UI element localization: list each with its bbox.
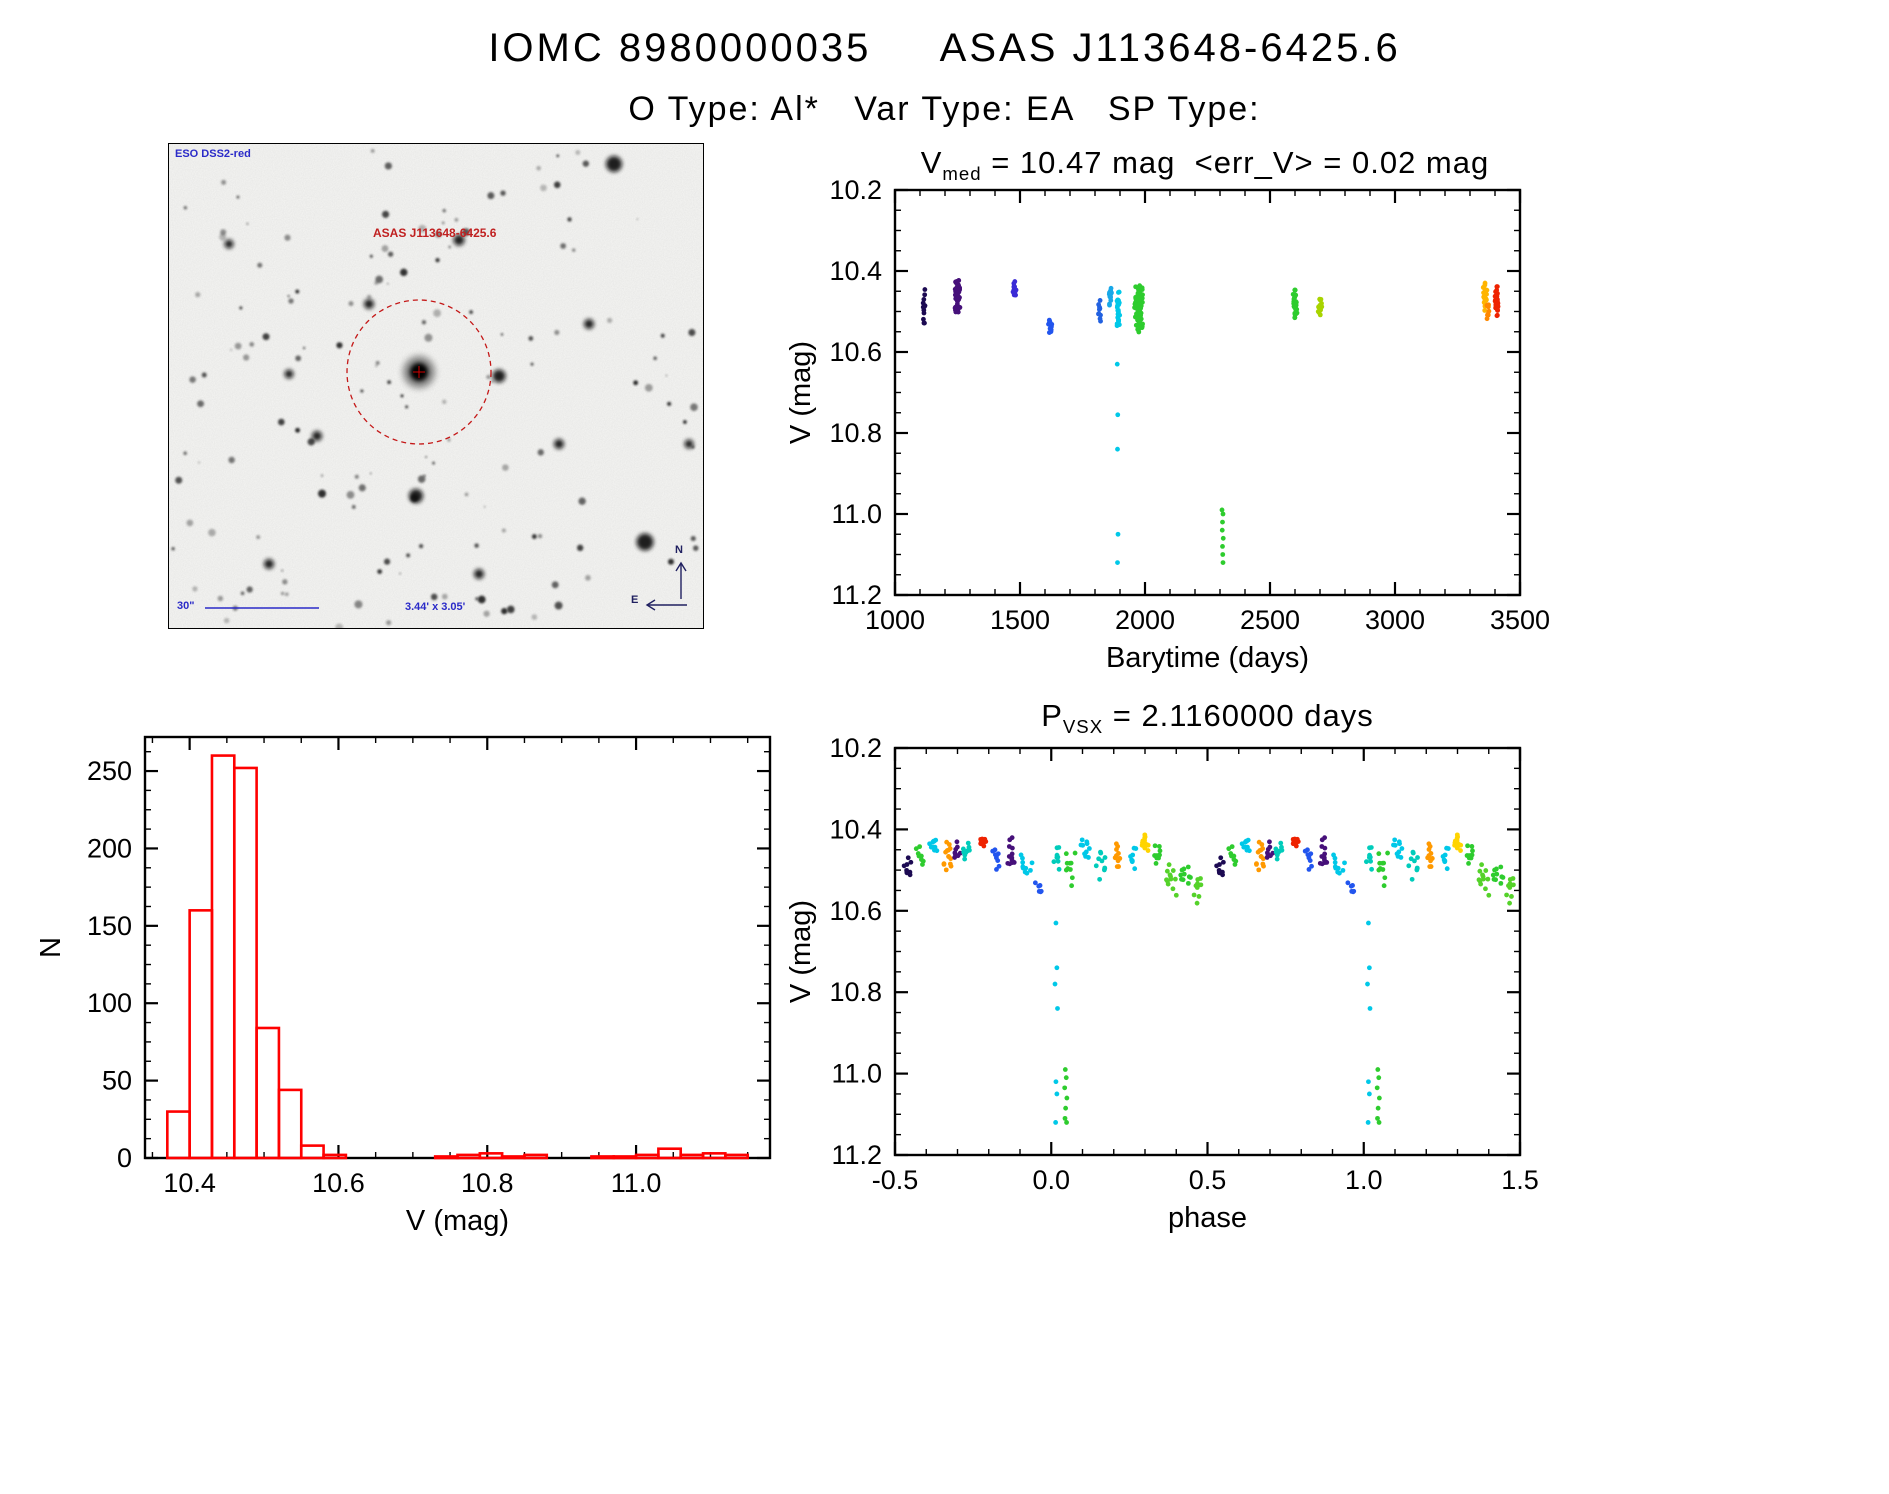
- lightcurve-title: Vmed = 10.47 mag <err_V> = 0.02 mag: [860, 145, 1550, 185]
- svg-text:1500: 1500: [990, 605, 1050, 635]
- svg-text:150: 150: [87, 911, 132, 941]
- svg-text:250: 250: [87, 756, 132, 786]
- svg-text:-0.5: -0.5: [872, 1165, 919, 1195]
- svg-text:V (mag): V (mag): [785, 900, 817, 1003]
- finder-chart-panel: ESO DSS2-red ASAS J113648-6425.6 30" 3.4…: [168, 143, 704, 629]
- phase-title-symbol: P: [1041, 698, 1063, 733]
- compass-north-label: N: [675, 544, 683, 556]
- svg-text:10.6: 10.6: [829, 337, 882, 367]
- lightcurve-title-symbol: V: [920, 145, 943, 180]
- svg-text:200: 200: [87, 833, 132, 863]
- lightcurve-title-values: = 10.47 mag <err_V> = 0.02 mag: [981, 145, 1490, 180]
- lightcurve-title-subscript: med: [942, 163, 982, 185]
- compass-east-label: E: [631, 594, 639, 606]
- phase-panel: PVSX = 2.1160000 days -0.5 0.0 0.5 1.0 1.5 10…: [780, 690, 1580, 1255]
- phase-title-values: = 2.1160000 days: [1103, 698, 1374, 733]
- phase-plot: -0.5 0.0 0.5 1.0 1.5 10.2 10.4 10.6 10.8 11.0 11.2…: [785, 733, 1539, 1234]
- svg-text:1.5: 1.5: [1501, 1165, 1539, 1195]
- svg-text:10.4: 10.4: [163, 1168, 216, 1198]
- image-size-label: 3.44' x 3.05': [405, 601, 466, 613]
- svg-text:1.0: 1.0: [1345, 1165, 1383, 1195]
- svg-text:50: 50: [102, 1066, 132, 1096]
- svg-text:10.8: 10.8: [461, 1168, 514, 1198]
- svg-text:V (mag): V (mag): [785, 341, 817, 444]
- page-subtitle: O Type: Al* Var Type: EA SP Type:: [628, 90, 1261, 128]
- starfield-image: [169, 144, 703, 628]
- svg-text:2000: 2000: [1115, 605, 1175, 635]
- svg-text:11.2: 11.2: [831, 580, 882, 610]
- histogram-plot: 10.4 10.6 10.8 11.0 0 50 100 150 200 250 V (mag) N: [35, 735, 772, 1237]
- svg-text:10.2: 10.2: [829, 175, 882, 205]
- phase-title: PVSX = 2.1160000 days: [895, 698, 1520, 738]
- phase-title-subscript: VSX: [1062, 716, 1104, 738]
- svg-text:11.0: 11.0: [611, 1168, 662, 1198]
- scalebar-label: 30": [177, 600, 195, 612]
- svg-text:0.5: 0.5: [1189, 1165, 1227, 1195]
- svg-text:0: 0: [117, 1143, 132, 1173]
- svg-text:100: 100: [87, 988, 132, 1018]
- svg-text:10.8: 10.8: [829, 418, 882, 448]
- target-label: ASAS J113648-6425.6: [373, 226, 497, 240]
- survey-label: ESO DSS2-red: [175, 148, 251, 160]
- svg-text:10.8: 10.8: [829, 977, 882, 1007]
- svg-text:10.4: 10.4: [829, 814, 882, 844]
- svg-text:V (mag): V (mag): [406, 1205, 509, 1237]
- svg-text:11.0: 11.0: [831, 1059, 882, 1089]
- svg-text:3000: 3000: [1365, 605, 1425, 635]
- svg-text:0.0: 0.0: [1032, 1165, 1070, 1195]
- svg-text:11.2: 11.2: [831, 1140, 882, 1170]
- svg-text:10.2: 10.2: [829, 733, 882, 763]
- page-title: IOMC 8980000035 ASAS J113648-6425.6: [488, 26, 1401, 70]
- svg-text:1000: 1000: [865, 605, 925, 635]
- svg-text:3500: 3500: [1490, 605, 1550, 635]
- svg-text:phase: phase: [1168, 1202, 1247, 1234]
- lightcurve-panel: Vmed = 10.47 mag <err_V> = 0.02 mag 1000…: [780, 140, 1580, 685]
- histogram-panel: 10.4 10.6 10.8 11.0 0 50 100 150 200 250 V (mag) N: [30, 690, 810, 1255]
- svg-text:Barytime (days): Barytime (days): [1106, 642, 1309, 674]
- svg-text:2500: 2500: [1240, 605, 1300, 635]
- svg-text:10.4: 10.4: [829, 256, 882, 286]
- svg-text:10.6: 10.6: [829, 896, 882, 926]
- svg-text:10.6: 10.6: [312, 1168, 365, 1198]
- svg-text:N: N: [35, 937, 67, 958]
- lightcurve-plot: 1000 1500 2000 2500 3000 3500 10.2 10.4 10.6 10.8…: [785, 175, 1550, 674]
- svg-text:11.0: 11.0: [831, 499, 882, 529]
